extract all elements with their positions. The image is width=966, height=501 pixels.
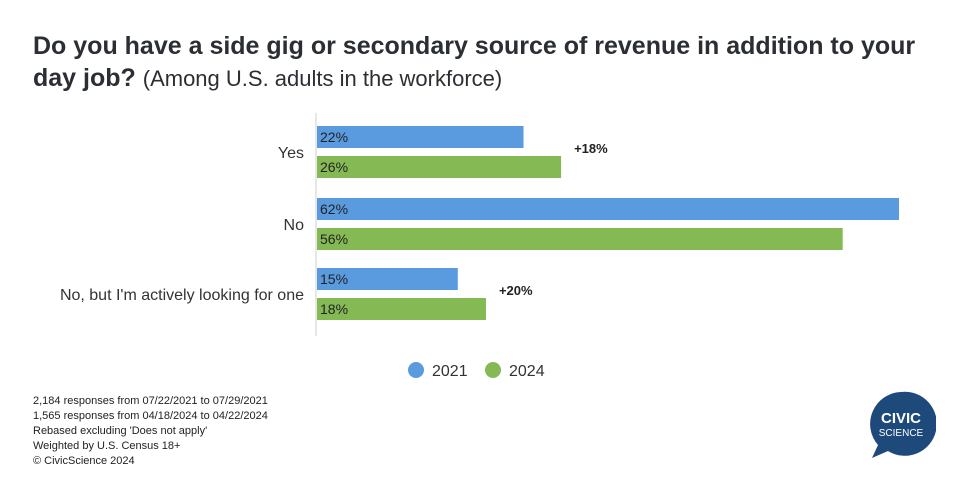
bar-value-label: 26% [320,159,348,175]
bar-value-label: 22% [320,129,348,145]
change-annotation: +18% [574,141,608,156]
logo-bubble [870,391,936,458]
legend-label: 2021 [432,363,468,380]
bar-value-label: 15% [320,271,348,287]
chart-subtitle: (Among U.S. adults in the workforce) [142,66,503,91]
bar-2024 [317,228,843,250]
bar-value-label: 18% [320,301,348,317]
category-label: Yes [278,145,304,162]
footnote-line: 2,184 responses from 07/22/2021 to 07/29… [33,395,268,407]
chart-title-main: Do you have a side gig or secondary sour… [33,32,916,92]
category-label: No [284,217,305,234]
footnote-line: Weighted by U.S. Census 18+ [33,440,181,452]
legend-label: 2024 [509,363,545,380]
logo-text-science: SCIENCE [879,428,924,439]
bar-value-label: 62% [320,201,348,217]
bar-2024 [317,156,562,178]
bar-chart: Yes 22% 26% +18% No 62% 56% No, but I'm activel… [60,113,899,380]
bar-2021 [317,126,524,148]
bar-2021 [317,198,899,220]
bar-2021 [317,268,458,290]
legend-swatch-2024 [485,362,501,378]
change-annotation: +20% [499,283,533,298]
bar-value-label: 56% [320,231,348,247]
footnote-line: Rebased excluding 'Does not apply' [33,425,208,437]
logo-text-civic: CIVIC [881,410,921,427]
footnote-line: © CivicScience 2024 [33,455,135,467]
category-label: No, but I'm actively looking for one [60,287,304,304]
bar-2024 [317,298,486,320]
chart-title: Do you have a side gig or secondary sour… [33,30,933,95]
footnote-line: 1,565 responses from 04/18/2024 to 04/22… [33,410,268,422]
legend-swatch-2021 [408,362,424,378]
footnotes: 2,184 responses from 07/22/2021 to 07/29… [33,394,268,469]
civicscience-logo: CIVIC SCIENCE [870,391,936,458]
